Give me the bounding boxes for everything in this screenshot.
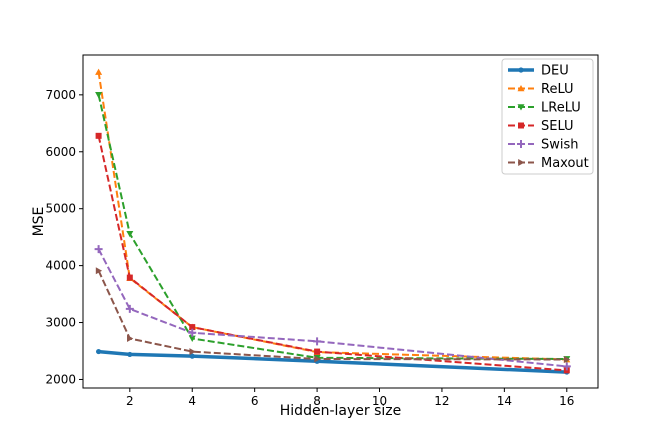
y-axis-label: MSE xyxy=(31,207,47,237)
data-point-maxout-4 xyxy=(189,348,196,356)
data-point-swish-4 xyxy=(188,328,197,337)
data-point-lrelu-2 xyxy=(126,230,134,238)
legend-marker-deu xyxy=(518,67,524,73)
data-point-selu-1 xyxy=(95,132,102,139)
data-point-deu-2 xyxy=(127,351,133,358)
series-swish xyxy=(94,245,571,371)
series-layer xyxy=(94,68,571,375)
legend-item-swish: Swish xyxy=(508,138,579,153)
data-point-swish-8 xyxy=(313,337,322,346)
y-tick-label-5000: 5000 xyxy=(45,202,76,216)
legend: DEU ReLU LReLU SELU Swish Maxout xyxy=(501,58,594,175)
legend-item-selu: SELU xyxy=(508,119,574,134)
legend-item-maxout: Maxout xyxy=(508,156,589,171)
data-point-relu-1 xyxy=(95,68,103,75)
data-point-swish-2 xyxy=(125,304,134,313)
legend-label-relu: ReLU xyxy=(541,82,574,97)
data-point-swish-16 xyxy=(562,362,571,371)
legend-marker-relu xyxy=(517,85,525,92)
y-tick-label-7000: 7000 xyxy=(45,88,76,102)
legend-label-lrelu: LReLU xyxy=(541,101,581,116)
legend-marker-lrelu xyxy=(517,104,525,111)
x-tick-label-12: 12 xyxy=(434,394,449,408)
y-tick-label-4000: 4000 xyxy=(45,259,76,273)
ticks: 2 4 6 8 10 12 14 16 2000 3000 4000 5000 6000 7000 xyxy=(45,88,574,408)
x-tick-label-14: 14 xyxy=(497,394,512,408)
x-tick-label-16: 16 xyxy=(559,394,574,408)
x-tick-label-6: 6 xyxy=(251,394,259,408)
data-point-deu-1 xyxy=(96,348,102,355)
x-tick-label-2: 2 xyxy=(126,394,134,408)
data-point-lrelu-4 xyxy=(188,335,196,342)
data-point-lrelu-1 xyxy=(95,92,103,99)
series-line-maxout xyxy=(97,270,567,361)
legend-item-relu: ReLU xyxy=(508,82,574,97)
data-point-maxout-16 xyxy=(563,356,571,364)
data-point-deu-4 xyxy=(189,353,195,359)
axes xyxy=(82,54,599,389)
data-point-selu-8 xyxy=(314,348,321,355)
data-point-selu-2 xyxy=(126,274,133,281)
y-tick-label-6000: 6000 xyxy=(45,145,76,159)
x-tick-label-10: 10 xyxy=(372,394,387,408)
legend-label-selu: SELU xyxy=(541,119,574,134)
legend-marker-swish xyxy=(517,140,525,148)
series-maxout xyxy=(95,267,571,364)
y-tick-label-3000: 3000 xyxy=(45,316,76,330)
legend-item-deu: DEU xyxy=(508,64,569,79)
x-axis-label: Hidden-layer size xyxy=(280,403,401,419)
axes-frame xyxy=(82,54,599,389)
legend-item-lrelu: LReLU xyxy=(508,101,581,116)
data-point-maxout-2 xyxy=(127,334,134,342)
legend-label-maxout: Maxout xyxy=(541,156,589,171)
y-tick-label-2000: 2000 xyxy=(45,372,76,386)
x-tick-label-4: 4 xyxy=(188,394,196,408)
legend-label-swish: Swish xyxy=(541,138,579,153)
data-point-maxout-8 xyxy=(314,355,321,363)
data-point-maxout-1 xyxy=(95,267,103,275)
legend-marker-maxout xyxy=(518,159,525,166)
legend-marker-selu xyxy=(518,122,524,129)
data-point-selu-4 xyxy=(189,324,196,331)
legend-label-deu: DEU xyxy=(541,64,569,79)
x-tick-label-8: 8 xyxy=(313,394,321,408)
data-point-swish-1 xyxy=(94,245,103,254)
